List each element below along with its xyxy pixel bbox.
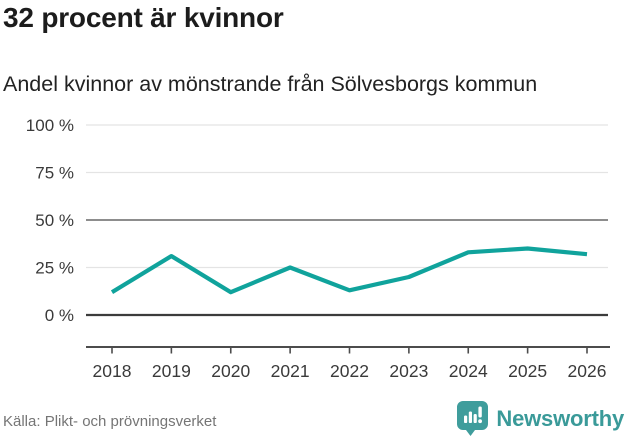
- page-title: 32 procent är kvinnor: [3, 2, 284, 33]
- x-axis-label-2022: 2022: [330, 361, 369, 381]
- bar-chart-speech-bubble-icon: [457, 401, 489, 436]
- bar-3: [474, 414, 478, 423]
- y-axis-label-50: 50 %: [35, 211, 74, 230]
- data-line-andel-kvinnor-av-mönstrande: [110, 246, 588, 295]
- x-axis-label-2020: 2020: [211, 361, 250, 381]
- x-axis-label-2018: 2018: [93, 361, 132, 381]
- exclamation-bar: [478, 406, 483, 418]
- x-axis-label-2021: 2021: [271, 361, 310, 381]
- source-text: Källa: Plikt- och prövningsverket: [3, 413, 217, 430]
- x-axis-label-2019: 2019: [152, 361, 191, 381]
- logo-text: Newsworthy: [496, 405, 624, 431]
- bar-1: [464, 415, 468, 423]
- x-axis-label-2024: 2024: [449, 361, 488, 381]
- bar-2: [469, 411, 473, 423]
- speech-bubble-shape: [457, 401, 489, 436]
- y-axis-label-100: 100 %: [26, 116, 74, 135]
- chart-subtitle: Andel kvinnor av mönstrande från Sölvesb…: [3, 72, 538, 96]
- y-axis-label-25: 25 %: [35, 259, 74, 278]
- x-axis-label-2025: 2025: [508, 361, 547, 381]
- x-axis-label-2023: 2023: [389, 361, 428, 381]
- x-axis-label-2026: 2026: [568, 361, 607, 381]
- y-axis-label-75: 75 %: [35, 164, 74, 183]
- newsworthy-logo: Newsworthy: [456, 400, 624, 437]
- y-axis-label-0: 0 %: [45, 306, 74, 325]
- line-chart: 100 % 75 % 50 % 25 % 0 % 2018 2019 2020 2021 2022…: [26, 116, 610, 381]
- exclamation-dot: [478, 419, 483, 424]
